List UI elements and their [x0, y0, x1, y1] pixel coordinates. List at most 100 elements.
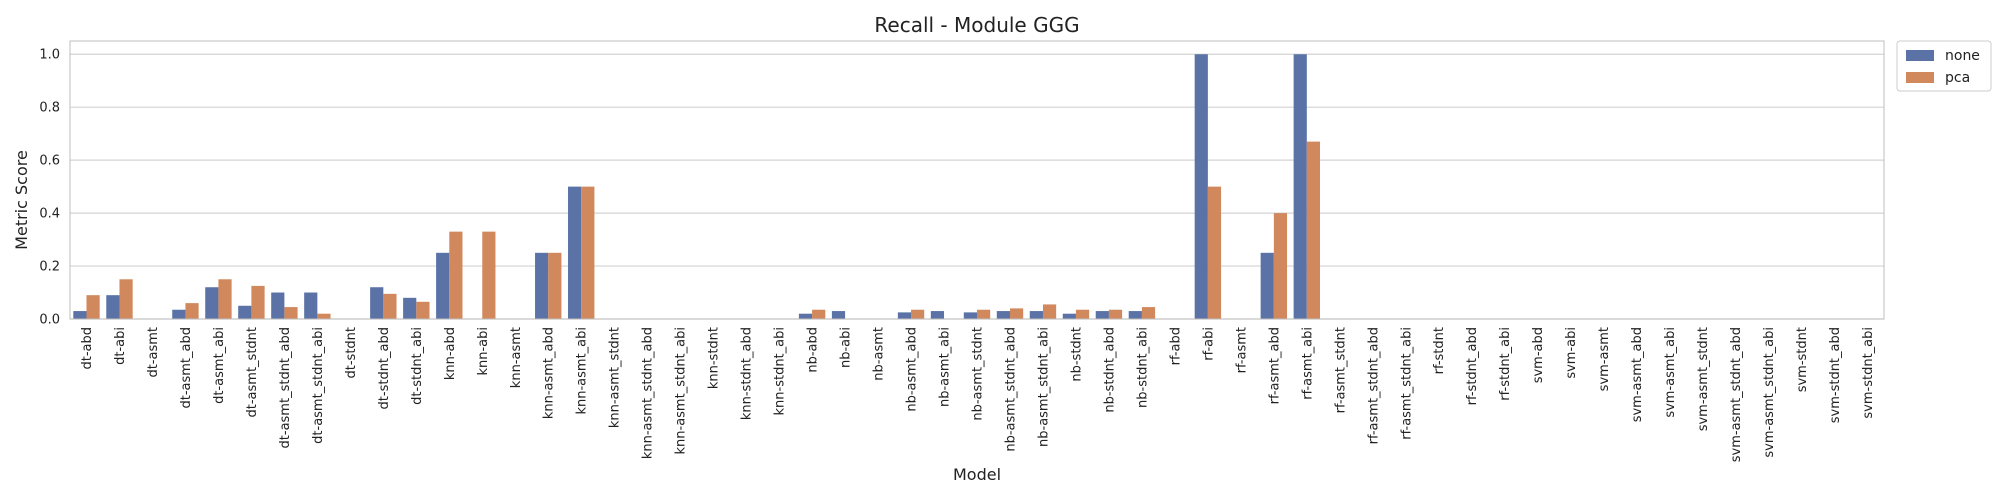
x-tick-label: dt-abd	[80, 327, 95, 370]
bar-pca-rf-asmt_abi	[1306, 141, 1321, 319]
x-tick-label: nb-asmt_stdnt_abd	[1003, 327, 1018, 452]
x-tick-label: svm-abd	[1531, 327, 1546, 383]
x-tick-label: rf-stdnt_abi	[1498, 327, 1513, 401]
grid-lines	[70, 53, 1884, 320]
bar-pca-dt-asmt_abi	[218, 279, 232, 319]
legend-label-pca: pca	[1945, 70, 1970, 86]
bar-none-nb-stdnt_abi	[1128, 311, 1142, 319]
bar-none-nb-asmt_abd	[897, 312, 912, 319]
y-axis-ticks: 0.0 0.2 0.4 0.6 0.8 1.0	[39, 48, 60, 328]
x-tick-label: svm-asmt_stdnt_abi	[1762, 327, 1777, 458]
x-tick-label: svm-asmt_abd	[1630, 327, 1645, 422]
x-tick-label: knn-stdnt_abi	[773, 327, 788, 416]
bar-pca-dt-asmt_stdnt	[251, 285, 265, 319]
bar-none-knn-abd	[436, 252, 450, 319]
x-tick-label: rf-stdnt	[1432, 327, 1447, 374]
bar-pca-dt-asmt_stdnt_abd	[284, 307, 298, 319]
x-tick-label: knn-asmt_stdnt_abi	[674, 327, 689, 455]
bar-pca-nb-asmt_stdnt	[977, 309, 991, 319]
x-tick-label: rf-asmt_abd	[1267, 327, 1282, 404]
bar-pca-nb-abd	[812, 309, 826, 319]
x-tick-label: svm-stdnt_abd	[1828, 327, 1843, 423]
bar-none-nb-stdnt	[1062, 313, 1076, 319]
x-tick-label: knn-stdnt_abd	[740, 327, 755, 420]
bar-pca-dt-stdnt_abd	[383, 293, 397, 319]
bars	[73, 54, 1321, 319]
legend: none pca	[1896, 40, 1992, 92]
x-tick-label: dt-asmt_abd	[179, 327, 194, 409]
x-tick-label: knn-asmt_abd	[542, 327, 557, 419]
bar-none-nb-asmt_abi	[930, 311, 945, 319]
x-tick-label: svm-abi	[1564, 327, 1579, 379]
bar-pca-dt-abi	[119, 279, 133, 319]
x-tick-label: dt-asmt_stdnt_abi	[311, 327, 326, 444]
x-tick-label: rf-abi	[1201, 327, 1216, 361]
bar-none-dt-stdnt_abi	[403, 297, 417, 319]
x-tick-label: knn-abd	[443, 327, 458, 380]
x-tick-label: svm-stdnt	[1795, 327, 1810, 392]
bar-pca-dt-asmt_stdnt_abi	[317, 313, 331, 319]
bar-pca-nb-asmt_stdnt_abd	[1009, 308, 1024, 319]
x-tick-label: dt-asmt_abi	[212, 327, 227, 404]
x-tick-label: rf-asmt_stdnt	[1333, 327, 1348, 413]
x-tick-label: svm-asmt	[1597, 327, 1612, 391]
y-tick-label: 1.0	[39, 48, 60, 63]
x-tick-label: knn-asmt_abi	[575, 327, 590, 415]
bar-pca-dt-abd	[86, 295, 100, 319]
x-tick-label: knn-asmt_stdnt_abd	[641, 327, 656, 459]
bar-none-dt-asmt_stdnt_abd	[271, 292, 285, 319]
x-tick-label: dt-stdnt	[344, 327, 359, 379]
bar-none-nb-asmt_stdnt	[963, 312, 977, 319]
bar-none-dt-abi	[106, 295, 120, 319]
legend-label-none: none	[1945, 48, 1980, 64]
bar-pca-rf-asmt_abd	[1273, 213, 1288, 319]
bar-pca-nb-asmt_stdnt_abi	[1042, 304, 1057, 319]
bar-none-dt-asmt_abi	[205, 287, 219, 319]
bar-pca-dt-stdnt_abi	[416, 301, 430, 319]
x-tick-label: nb-asmt_stdnt_abi	[1036, 327, 1051, 447]
plot-area-frame	[69, 40, 1885, 320]
x-axis-ticks: dt-abd dt-abi dt-asmt dt-asmt_abd dt-asmt_ab…	[80, 327, 1876, 462]
bar-none-dt-stdnt_abd	[370, 287, 384, 319]
y-tick-label: 0.2	[39, 260, 60, 275]
y-tick-label: 0.6	[39, 154, 60, 169]
x-tick-label: knn-asmt	[509, 327, 524, 388]
x-tick-label: dt-abi	[113, 327, 128, 365]
bar-pca-nb-asmt_abd	[911, 309, 925, 319]
bar-none-rf-abi	[1194, 54, 1208, 319]
chart-title: Recall - Module GGG	[874, 13, 1079, 37]
x-axis-title: Model	[953, 465, 1001, 484]
y-tick-label: 0.0	[39, 313, 60, 328]
bar-pca-nb-stdnt	[1075, 309, 1090, 319]
bar-none-nb-asmt_stdnt_abd	[996, 311, 1010, 319]
bar-pca-nb-stdnt_abi	[1141, 307, 1156, 319]
legend-swatch-pca	[1906, 72, 1934, 83]
bar-pca-nb-stdnt_abd	[1108, 309, 1123, 319]
x-tick-label: rf-asmt_abi	[1300, 327, 1315, 400]
x-tick-label: nb-asmt_stdnt	[971, 327, 986, 421]
bar-none-rf-asmt_abi	[1293, 54, 1307, 319]
bar-none-dt-asmt_stdnt_abi	[304, 292, 318, 319]
bar-none-rf-asmt_abd	[1260, 252, 1274, 319]
x-tick-label: knn-abi	[476, 327, 491, 376]
x-tick-label: nb-asmt	[872, 327, 887, 381]
x-tick-label: nb-stdnt_abi	[1135, 327, 1150, 408]
bar-none-knn-asmt_abd	[535, 252, 549, 319]
x-tick-label: dt-asmt	[146, 327, 161, 378]
x-tick-label: knn-stdnt	[707, 327, 722, 389]
x-tick-label: nb-abd	[806, 327, 821, 373]
bar-none-dt-abd	[73, 311, 87, 319]
y-axis-title: Metric Score	[12, 150, 31, 250]
x-tick-label: nb-asmt_abd	[905, 327, 920, 412]
bar-none-nb-abi	[831, 311, 846, 319]
x-tick-label: dt-asmt_stdnt_abd	[278, 327, 293, 448]
x-tick-label: nb-stdnt	[1069, 327, 1084, 382]
x-tick-label: nb-abi	[839, 327, 854, 368]
y-tick-label: 0.8	[39, 101, 60, 116]
bar-none-dt-asmt_abd	[172, 309, 186, 319]
x-tick-label: nb-asmt_abi	[938, 327, 953, 407]
x-tick-label: svm-asmt_stdnt	[1696, 327, 1711, 431]
x-tick-label: svm-asmt_stdnt_abd	[1729, 327, 1744, 462]
bar-pca-dt-asmt_abd	[185, 303, 199, 319]
